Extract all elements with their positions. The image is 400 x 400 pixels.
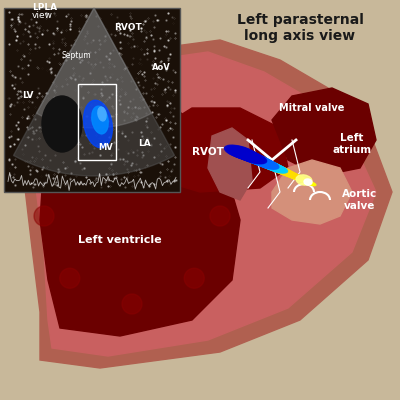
Ellipse shape — [264, 163, 284, 172]
Ellipse shape — [260, 161, 281, 170]
Polygon shape — [14, 8, 174, 176]
Ellipse shape — [248, 156, 273, 166]
Ellipse shape — [270, 166, 289, 174]
Text: LV: LV — [22, 91, 34, 100]
Ellipse shape — [92, 106, 108, 134]
Polygon shape — [40, 96, 240, 336]
Ellipse shape — [298, 178, 308, 182]
Ellipse shape — [282, 171, 298, 178]
Ellipse shape — [276, 168, 292, 175]
Text: Septum: Septum — [62, 51, 92, 60]
Ellipse shape — [301, 179, 311, 184]
Text: LA: LA — [138, 139, 151, 148]
Ellipse shape — [300, 178, 310, 183]
Circle shape — [184, 268, 204, 288]
Ellipse shape — [277, 169, 294, 176]
Ellipse shape — [274, 167, 291, 175]
Ellipse shape — [288, 173, 301, 179]
Ellipse shape — [245, 154, 270, 165]
Polygon shape — [160, 108, 288, 192]
Ellipse shape — [255, 159, 278, 169]
Ellipse shape — [267, 164, 286, 172]
Ellipse shape — [269, 165, 288, 173]
Ellipse shape — [293, 176, 305, 181]
Circle shape — [122, 294, 142, 314]
Ellipse shape — [233, 149, 262, 162]
Ellipse shape — [262, 162, 283, 171]
Ellipse shape — [250, 156, 274, 167]
Text: RVOT: RVOT — [192, 147, 224, 157]
Ellipse shape — [247, 155, 272, 166]
Ellipse shape — [240, 152, 267, 164]
Circle shape — [210, 206, 230, 226]
Ellipse shape — [272, 166, 290, 174]
Polygon shape — [24, 40, 392, 368]
Circle shape — [34, 206, 54, 226]
Text: Mitral valve: Mitral valve — [279, 103, 345, 113]
Text: Left ventricle: Left ventricle — [78, 235, 162, 245]
Ellipse shape — [284, 172, 299, 178]
Ellipse shape — [228, 147, 258, 160]
Text: RVOT: RVOT — [114, 23, 142, 32]
Ellipse shape — [236, 150, 264, 163]
Text: Aortic
valve: Aortic valve — [342, 189, 378, 211]
Ellipse shape — [242, 153, 268, 164]
Ellipse shape — [305, 181, 314, 185]
Ellipse shape — [266, 163, 285, 172]
Polygon shape — [36, 8, 152, 128]
Polygon shape — [272, 88, 376, 176]
Circle shape — [122, 118, 142, 138]
Ellipse shape — [296, 175, 312, 185]
Ellipse shape — [291, 175, 304, 180]
Polygon shape — [208, 128, 252, 200]
Ellipse shape — [98, 107, 106, 121]
Ellipse shape — [304, 179, 312, 185]
Ellipse shape — [289, 174, 302, 180]
Ellipse shape — [281, 170, 296, 177]
Ellipse shape — [294, 176, 306, 181]
Ellipse shape — [243, 154, 269, 165]
Text: view: view — [32, 11, 53, 20]
Ellipse shape — [252, 157, 275, 168]
Ellipse shape — [296, 177, 307, 182]
Text: MV: MV — [98, 143, 113, 152]
Ellipse shape — [303, 180, 312, 184]
Ellipse shape — [226, 146, 257, 159]
Ellipse shape — [286, 172, 300, 178]
Ellipse shape — [84, 100, 112, 148]
Ellipse shape — [308, 182, 316, 186]
Circle shape — [60, 268, 80, 288]
Polygon shape — [272, 160, 352, 224]
Polygon shape — [36, 52, 376, 356]
Ellipse shape — [279, 170, 295, 176]
FancyBboxPatch shape — [4, 8, 180, 192]
Circle shape — [184, 144, 204, 164]
Ellipse shape — [224, 145, 256, 159]
Ellipse shape — [238, 151, 265, 163]
Text: Left parasternal
long axis view: Left parasternal long axis view — [236, 13, 364, 43]
Circle shape — [60, 144, 80, 164]
Ellipse shape — [259, 160, 280, 170]
Ellipse shape — [230, 148, 259, 160]
Text: LPLA: LPLA — [32, 3, 57, 12]
Ellipse shape — [257, 160, 279, 169]
Ellipse shape — [306, 182, 315, 185]
Ellipse shape — [235, 150, 263, 162]
Ellipse shape — [231, 148, 260, 161]
Text: AoV: AoV — [152, 63, 171, 72]
Ellipse shape — [42, 96, 82, 152]
Text: Left
atrium: Left atrium — [332, 133, 372, 155]
Ellipse shape — [254, 158, 276, 168]
